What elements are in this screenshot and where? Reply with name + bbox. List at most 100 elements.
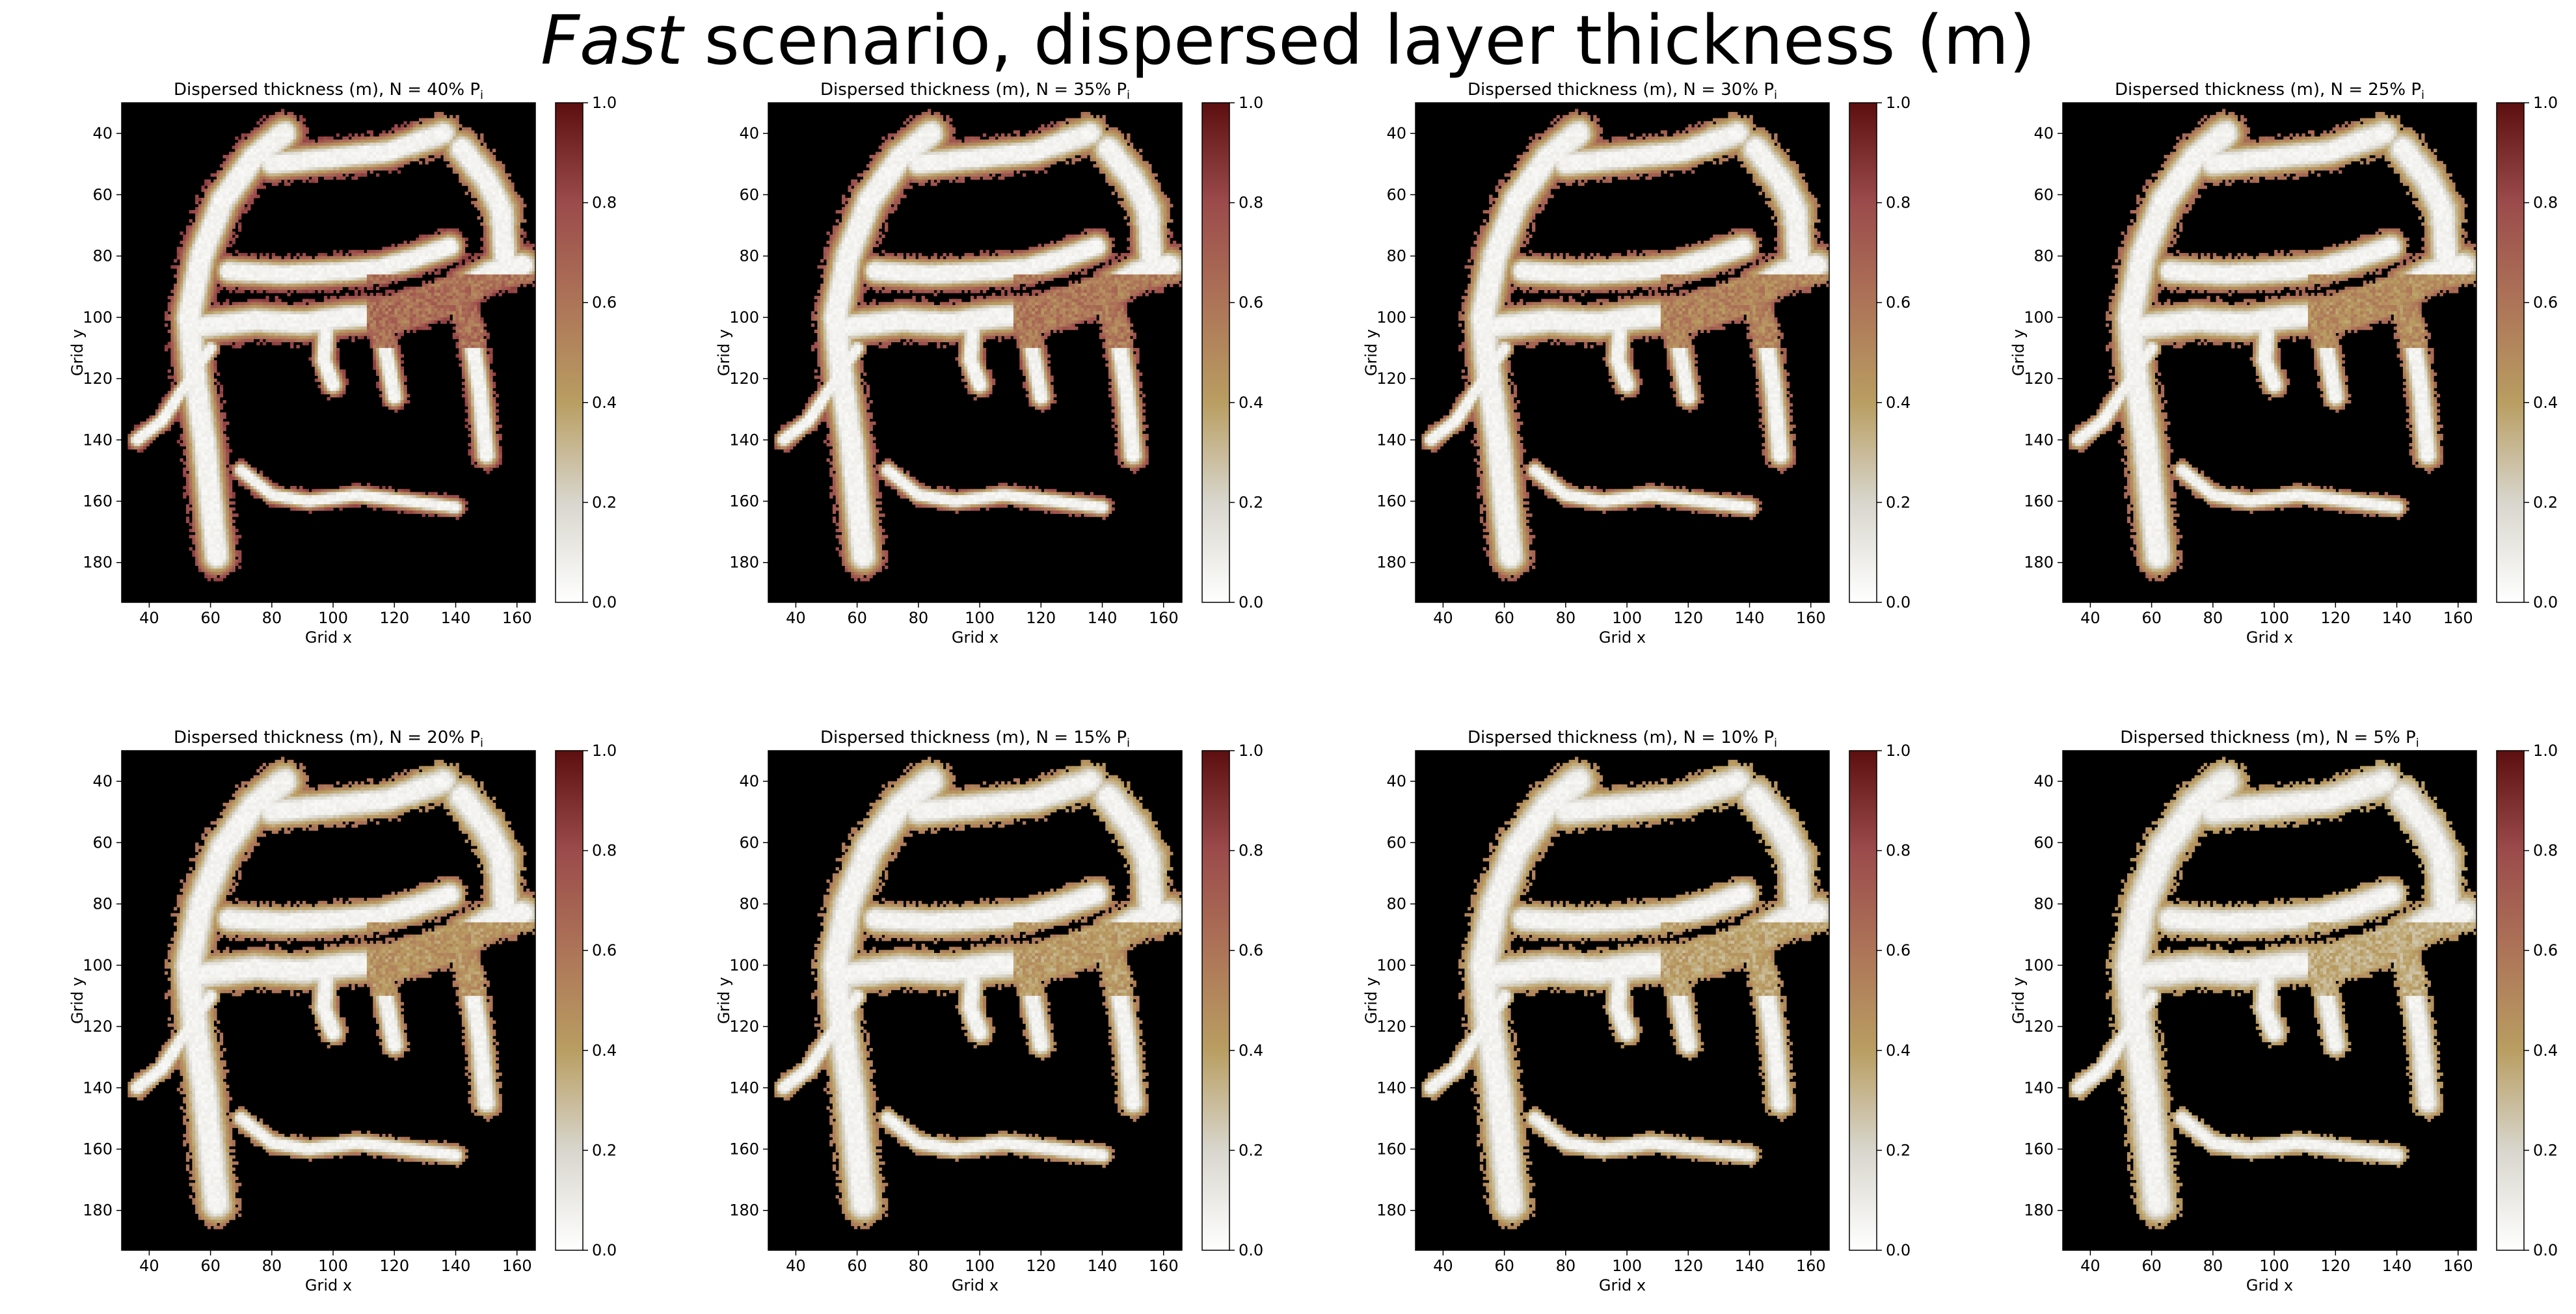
heatmap-cell xyxy=(180,302,183,305)
heatmap-cell xyxy=(229,222,232,226)
heatmap-cell xyxy=(419,142,422,146)
heatmap-cell xyxy=(508,259,511,262)
heatmap-cell xyxy=(229,280,232,284)
heatmap-cell xyxy=(449,275,453,278)
heatmap-cell xyxy=(213,244,217,247)
heatmap-cell xyxy=(302,259,306,262)
heatmap-cell xyxy=(250,152,254,155)
heatmap-cell xyxy=(256,271,260,275)
heatmap-cell xyxy=(446,305,449,308)
heatmap-cell xyxy=(229,289,232,293)
heatmap-cell xyxy=(195,265,198,269)
heatmap-cell xyxy=(477,321,481,324)
heatmap-cell xyxy=(213,317,217,321)
heatmap-cell xyxy=(468,137,471,140)
heatmap-cell xyxy=(174,336,177,339)
heatmap-cell xyxy=(232,287,235,290)
heatmap-cell xyxy=(195,280,198,284)
heatmap-cell xyxy=(235,262,238,265)
heatmap-cell xyxy=(241,194,245,198)
heatmap-cell xyxy=(379,167,382,170)
heatmap-cell xyxy=(186,237,189,241)
heatmap-cell xyxy=(477,287,481,290)
heatmap-cell xyxy=(263,262,266,265)
heatmap-cell xyxy=(361,323,364,327)
heatmap-cell xyxy=(330,308,333,312)
heatmap-cell xyxy=(223,284,226,287)
heatmap-cell xyxy=(428,250,431,253)
heatmap-cell xyxy=(226,207,229,210)
heatmap-cell xyxy=(431,259,435,262)
heatmap-cell xyxy=(281,133,284,137)
heatmap-cell xyxy=(244,256,247,260)
heatmap-cell xyxy=(195,213,198,217)
heatmap-cell xyxy=(492,259,496,262)
heatmap-cell xyxy=(465,302,468,305)
heatmap-cell xyxy=(403,146,407,149)
heatmap-cell xyxy=(468,275,471,278)
heatmap-cell xyxy=(297,332,300,336)
heatmap-cell xyxy=(520,275,523,278)
heatmap-cell xyxy=(471,137,474,140)
heatmap-cell xyxy=(385,280,388,284)
heatmap-cell xyxy=(403,137,407,140)
heatmap-cell xyxy=(315,167,318,170)
heatmap-cell xyxy=(397,330,401,333)
heatmap-cell xyxy=(247,152,250,155)
heatmap-cell xyxy=(321,323,324,327)
heatmap-cell xyxy=(284,124,288,127)
heatmap-cell xyxy=(468,265,471,269)
heatmap-cell xyxy=(449,133,453,137)
heatmap-cell xyxy=(260,311,263,314)
heatmap-cell xyxy=(256,158,260,161)
heatmap-cell xyxy=(330,330,333,333)
heatmap-cell xyxy=(419,244,422,247)
heatmap-cell xyxy=(373,158,376,161)
heatmap-cell xyxy=(394,137,397,140)
heatmap-cell xyxy=(376,314,379,317)
heatmap-cell xyxy=(204,183,208,186)
heatmap-cell xyxy=(195,250,198,253)
heatmap-cell xyxy=(468,149,471,152)
heatmap-cell xyxy=(520,210,523,213)
heatmap-cell xyxy=(416,302,419,305)
heatmap-cell xyxy=(220,180,223,183)
heatmap-cell xyxy=(489,192,492,195)
heatmap-cell xyxy=(238,161,241,165)
heatmap-cell xyxy=(238,140,241,143)
heatmap-cell xyxy=(489,173,492,176)
heatmap-cell xyxy=(220,192,223,195)
heatmap-cell xyxy=(226,327,229,330)
heatmap-cell xyxy=(492,170,496,174)
heatmap-cell xyxy=(299,268,302,271)
heatmap-cell xyxy=(523,284,526,287)
heatmap-cell xyxy=(247,198,250,201)
heatmap-cell xyxy=(312,268,315,271)
heatmap-cell xyxy=(333,146,336,149)
heatmap-cell xyxy=(345,293,349,296)
heatmap-cell xyxy=(281,275,284,278)
heatmap-cell xyxy=(211,299,214,302)
heatmap-cell xyxy=(489,222,492,226)
heatmap-cell xyxy=(401,164,404,167)
heatmap-cell xyxy=(208,183,211,186)
heatmap-cell xyxy=(477,259,481,262)
heatmap-cell xyxy=(211,321,214,324)
heatmap-cell xyxy=(211,256,214,260)
heatmap-cell xyxy=(480,201,483,204)
heatmap-cell xyxy=(250,299,254,302)
heatmap-cell xyxy=(435,280,438,284)
heatmap-cell xyxy=(474,204,477,208)
heatmap-cell xyxy=(235,194,238,198)
heatmap-cell xyxy=(238,146,241,149)
heatmap-cell xyxy=(474,268,477,271)
heatmap-cell xyxy=(440,256,444,260)
heatmap-cell xyxy=(456,259,459,262)
heatmap-cell xyxy=(440,299,444,302)
heatmap-cell xyxy=(340,284,343,287)
heatmap-cell xyxy=(403,241,407,244)
heatmap-cell xyxy=(403,149,407,152)
heatmap-cell xyxy=(195,253,198,256)
heatmap-cell xyxy=(189,296,193,299)
heatmap-cell xyxy=(422,127,425,131)
